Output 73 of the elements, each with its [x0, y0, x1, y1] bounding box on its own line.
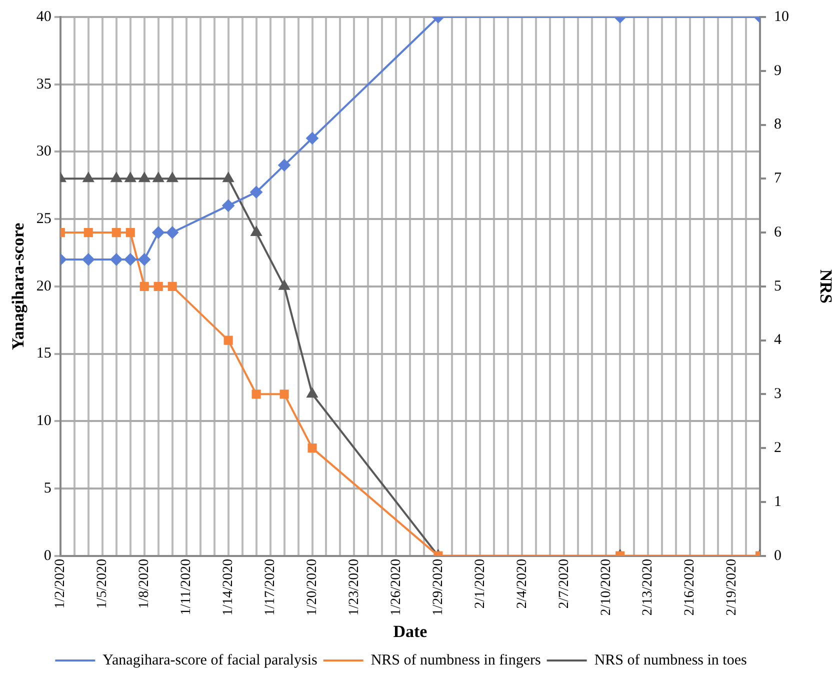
- point: [126, 228, 135, 238]
- legend-label: NRS of numbness in fingers: [370, 652, 541, 668]
- legend-label: NRS of numbness in toes: [594, 652, 747, 668]
- point: [222, 172, 234, 182]
- y2-tick-label: 9: [774, 62, 782, 79]
- point: [250, 226, 262, 236]
- point: [154, 282, 163, 291]
- point: [111, 172, 122, 182]
- x-tick-label: 1/8/2020: [137, 558, 152, 609]
- point: [306, 132, 318, 144]
- point: [83, 172, 94, 182]
- point: [112, 228, 121, 238]
- y-tick-label: 5: [44, 480, 52, 496]
- x-axis-title: Date: [393, 622, 428, 642]
- y2-tick-label: 7: [774, 170, 782, 187]
- point: [167, 172, 178, 182]
- x-tick-label: 1/23/2020: [346, 558, 362, 616]
- y2-tick-label: 6: [774, 224, 782, 240]
- point: [124, 253, 136, 266]
- x-tick-label: 1/2/2020: [53, 558, 68, 609]
- point: [110, 253, 122, 266]
- x-tick-label: 2/13/2020: [640, 558, 656, 616]
- point: [139, 172, 150, 182]
- y-axis-title: Yanagihara-score: [8, 222, 28, 350]
- point: [82, 253, 94, 266]
- point: [222, 200, 234, 212]
- x-tick-label: 1/17/2020: [262, 558, 278, 616]
- x-tick-label: 1/20/2020: [304, 558, 320, 616]
- x-tick-label: 1/14/2020: [220, 558, 236, 616]
- y2-tick-label: 8: [774, 116, 782, 133]
- x-tick-label: 2/4/2020: [514, 558, 530, 609]
- point: [280, 390, 289, 399]
- y-tick-label: 20: [36, 278, 52, 294]
- point: [278, 280, 290, 290]
- y-tick-label: 0: [44, 548, 52, 564]
- x-tick-label: 2/10/2020: [598, 558, 614, 616]
- point: [125, 172, 136, 182]
- x-tick-label: 2/16/2020: [682, 558, 698, 616]
- y2-tick-label: 1: [774, 494, 782, 510]
- y-tick-label: 40: [36, 8, 52, 25]
- y2-axis-title: NRS: [816, 269, 836, 304]
- point: [84, 228, 93, 238]
- point: [308, 444, 317, 453]
- y-tick-label: 10: [36, 413, 52, 430]
- y2-tick-label: 4: [774, 332, 782, 348]
- x-tick-label: 2/1/2020: [472, 558, 488, 609]
- point: [252, 390, 261, 399]
- point: [152, 226, 164, 239]
- y2-tick-label: 0: [774, 548, 782, 564]
- y2-tick-label: 10: [774, 8, 789, 25]
- point: [138, 253, 150, 266]
- y-tick-label: 30: [36, 144, 52, 160]
- y2-tick-label: 3: [774, 386, 782, 402]
- x-tick-label: 2/7/2020: [556, 558, 572, 609]
- x-tick-label: 1/29/2020: [430, 558, 446, 616]
- x-tick-label: 1/11/2020: [179, 558, 194, 616]
- x-tick-label: 2/19/2020: [724, 558, 740, 616]
- point: [168, 282, 177, 291]
- point: [140, 282, 149, 291]
- y-tick-label: 25: [36, 210, 52, 227]
- point: [224, 336, 233, 345]
- point: [278, 159, 290, 172]
- x-tick-label: 1/5/2020: [95, 558, 110, 609]
- y2-tick-label: 2: [774, 440, 782, 456]
- y-tick-label: 15: [36, 346, 52, 362]
- point: [153, 172, 164, 182]
- legend-label: Yanagihara-score of facial paralysis: [102, 652, 318, 668]
- point: [306, 388, 318, 398]
- x-tick-label: 1/26/2020: [388, 558, 404, 616]
- y2-tick-label: 5: [774, 278, 782, 294]
- point: [250, 186, 262, 198]
- y-tick-label: 35: [36, 76, 52, 92]
- point: [166, 226, 178, 239]
